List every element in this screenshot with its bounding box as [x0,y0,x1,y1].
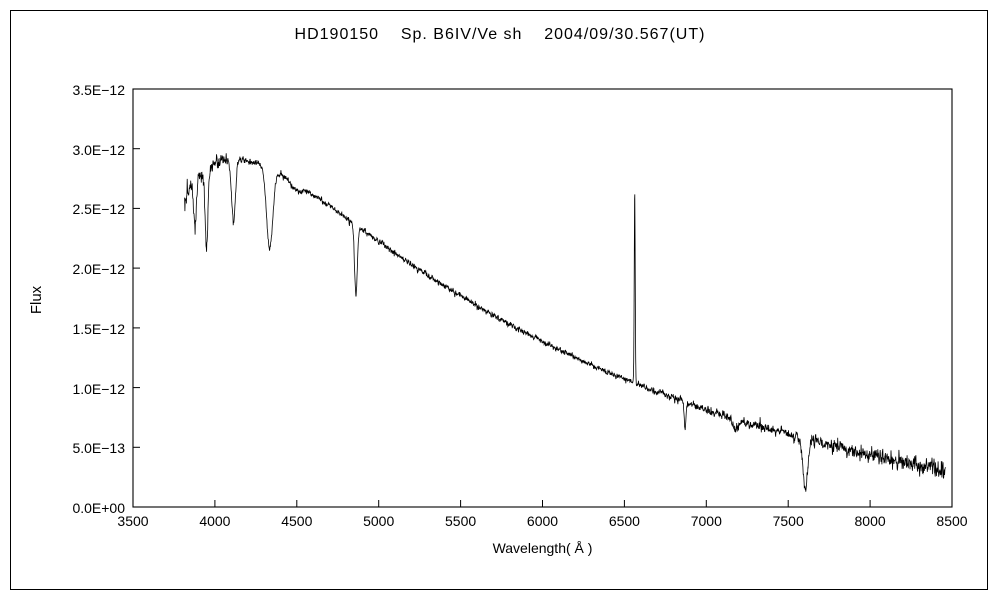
svg-text:Flux: Flux [28,285,45,314]
